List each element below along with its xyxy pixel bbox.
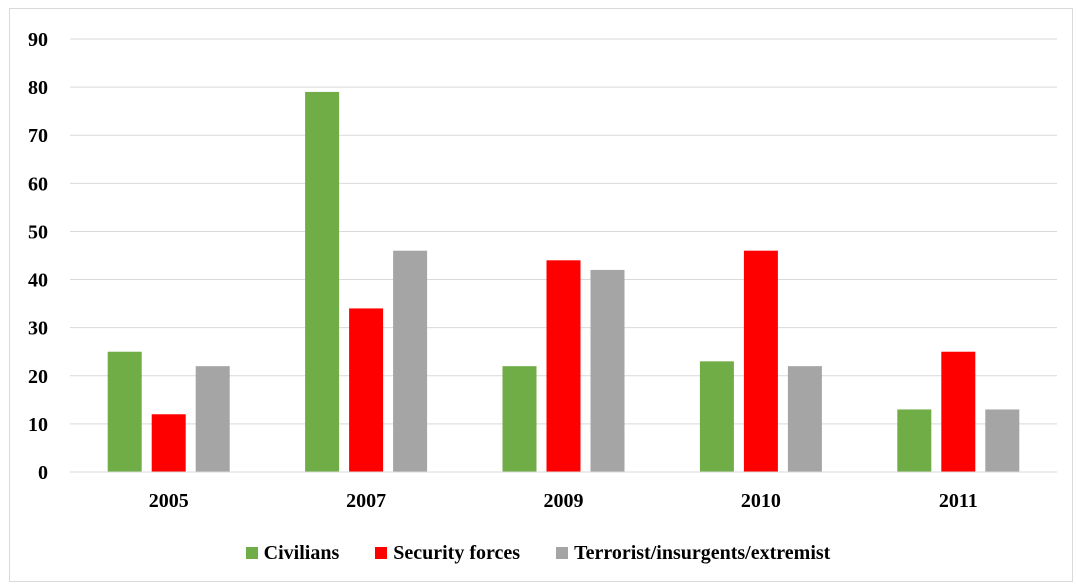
y-tick-label-10: 10 (28, 414, 48, 436)
bar-civilians-2005 (107, 351, 142, 472)
gridlines (70, 38, 1057, 425)
legend-label-security-forces: Security forces (393, 541, 521, 564)
bar-terrorist-insurgents-extremist-2009 (590, 269, 625, 472)
legend: Civilians Security forces Terrorist/insu… (0, 538, 1076, 568)
bar-security-forces-2011 (941, 351, 976, 472)
bar-terrorist-insurgents-extremist-2011 (985, 409, 1020, 472)
bar-civilians-2010 (699, 361, 734, 472)
legend-item-security-forces: Security forces (375, 542, 520, 565)
legend-swatch-security-forces (375, 547, 388, 559)
bar-security-forces-2005 (151, 414, 186, 472)
x-tick-label-2005: 2005 (149, 490, 189, 512)
y-tick-label-20: 20 (28, 366, 48, 388)
x-axis-tick-labels: 2005 2007 2009 2010 2011 (149, 490, 978, 512)
y-tick-label-60: 60 (28, 173, 48, 195)
x-tick-label-2010: 2010 (741, 490, 781, 512)
x-tick-label-2007: 2007 (346, 490, 386, 512)
bar-terrorist-insurgents-extremist-2010 (787, 366, 822, 472)
bars (107, 91, 1020, 472)
y-tick-label-80: 80 (28, 77, 48, 99)
bar-civilians-2007 (305, 91, 340, 472)
legend-label-civilians: Civilians (263, 541, 340, 564)
bar-civilians-2011 (897, 409, 932, 472)
legend-swatch-terrorist (556, 547, 569, 559)
legend-label-terrorist: Terrorist/insurgents/extremist (574, 541, 831, 564)
legend-swatch-civilians (245, 547, 258, 559)
y-tick-label-0: 0 (38, 462, 48, 484)
bar-security-forces-2009 (546, 260, 581, 472)
y-tick-label-50: 50 (28, 221, 48, 243)
bar-civilians-2009 (502, 366, 537, 472)
legend-item-terrorist: Terrorist/insurgents/extremist (556, 542, 830, 565)
y-axis-tick-labels: 0 10 20 30 40 50 60 70 80 90 (28, 29, 48, 484)
y-tick-label-70: 70 (28, 125, 48, 147)
bar-security-forces-2010 (743, 250, 778, 472)
legend-item-civilians: Civilians (245, 541, 340, 565)
bar-security-forces-2007 (349, 308, 384, 472)
chart-frame (9, 8, 1073, 582)
y-tick-label-30: 30 (28, 318, 48, 340)
x-tick-label-2009: 2009 (544, 490, 584, 512)
y-tick-label-40: 40 (28, 270, 48, 292)
bar-terrorist-insurgents-extremist-2005 (195, 366, 230, 472)
x-tick-label-2011: 2011 (939, 490, 978, 512)
y-tick-label-90: 90 (28, 29, 48, 51)
bar-terrorist-insurgents-extremist-2007 (393, 250, 428, 472)
